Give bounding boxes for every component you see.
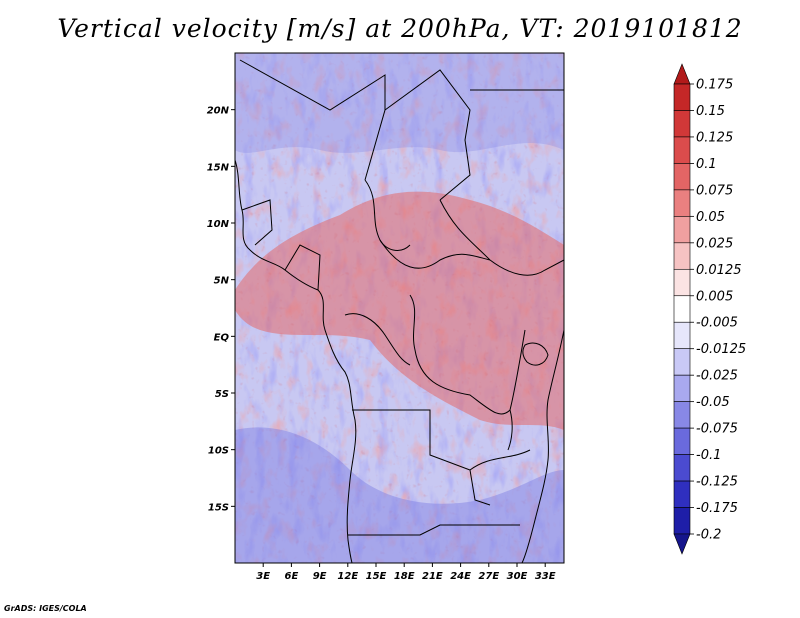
colorbar-segment — [673, 163, 691, 191]
map-title: Vertical velocity [m/s] at 200hPa, VT: 2… — [57, 14, 743, 43]
lon-tick-label: 27E — [478, 571, 499, 582]
colorbar-segment — [673, 427, 691, 455]
colorbar-label: 0.075 — [696, 183, 733, 198]
colorbar-label: 0.0125 — [696, 263, 742, 278]
colorbar-bottom-arrow — [673, 533, 691, 555]
colorbar-label: -0.05 — [696, 395, 730, 410]
colorbar-label: -0.2 — [696, 528, 721, 543]
colorbar-segment — [673, 110, 691, 138]
colorbar: 0.175 0.15 0.125 0.1 0.075 0.05 0.025 0.0125 0.0… — [673, 63, 746, 555]
colorbar-segment — [673, 507, 691, 535]
latitude-axis: 20N 15N 10N 5N EQ 5S 10S 15S — [207, 106, 235, 513]
lon-tick-label: 6E — [285, 571, 299, 582]
colorbar-segment — [673, 480, 691, 508]
colorbar-segment — [673, 374, 691, 402]
colorbar-segment — [673, 242, 691, 270]
sahara-border-2 — [384, 69, 471, 201]
zambia-border — [469, 449, 531, 471]
lake-victoria — [522, 342, 549, 366]
colorbar-top-arrow — [673, 63, 691, 85]
lon-tick-label: 24E — [450, 571, 471, 582]
colorbar-segment — [673, 348, 691, 376]
drc-border — [409, 294, 526, 415]
lat-tick-label: 5N — [214, 276, 230, 287]
colorbar-label: 0.15 — [696, 104, 725, 119]
coastlines — [235, 59, 564, 563]
colorbar-segment — [673, 268, 691, 297]
longitude-axis: 3E 6E 9E 12E 15E 18E 21E 24E 27E 30E 33E — [256, 563, 556, 582]
lat-tick-label: 10S — [208, 446, 229, 457]
colorbar-label: 0.125 — [696, 130, 733, 145]
colorbar-label: -0.125 — [696, 475, 738, 490]
west-borders — [241, 199, 321, 291]
map-frame — [234, 52, 565, 564]
colorbar-label: 0.175 — [696, 78, 733, 93]
east-africa-coast — [521, 329, 564, 563]
west-africa-coast — [235, 159, 357, 563]
lake-tanganyika — [507, 409, 513, 451]
colorbar-segment — [673, 401, 691, 429]
namibia-border — [348, 524, 520, 536]
colorbar-segment — [673, 83, 691, 111]
lon-tick-label: 21E — [422, 571, 443, 582]
lon-tick-label: 15E — [366, 571, 387, 582]
lon-tick-label: 30E — [507, 571, 528, 582]
colorbar-label: 0.1 — [696, 157, 717, 172]
lat-tick-label: EQ — [214, 332, 230, 343]
velocity-field — [235, 53, 564, 563]
lon-tick-label: 12E — [337, 571, 358, 582]
colorbar-label: 0.025 — [696, 236, 733, 251]
lon-tick-label: 18E — [394, 571, 415, 582]
colorbar-label: -0.1 — [696, 448, 721, 463]
sahara-border-1 — [239, 59, 386, 181]
lat-tick-label: 20N — [207, 106, 230, 117]
angola-border — [352, 409, 491, 506]
colorbar-label: -0.005 — [696, 316, 738, 331]
lon-tick-label: 33E — [535, 571, 556, 582]
colorbar-segment — [673, 189, 691, 217]
colorbar-label: -0.175 — [696, 501, 738, 516]
lon-tick-label: 9E — [313, 571, 327, 582]
car-border — [379, 239, 491, 269]
colorbar-label: -0.0125 — [696, 342, 746, 357]
congo-border — [344, 313, 411, 366]
colorbar-label: -0.075 — [696, 422, 738, 437]
colorbar-segment — [673, 295, 691, 323]
lat-tick-label: 15N — [207, 162, 230, 173]
lat-tick-label: 10N — [207, 219, 230, 230]
lat-tick-label: 15S — [208, 502, 229, 513]
grads-credit: GrADS: IGES/COLA — [4, 604, 87, 613]
colorbar-segment — [673, 136, 691, 164]
lon-tick-label: 3E — [256, 571, 270, 582]
colorbar-label: -0.025 — [696, 369, 738, 384]
colorbar-segment — [673, 216, 691, 244]
colorbar-segment — [673, 454, 691, 482]
colorbar-label: 0.05 — [696, 210, 725, 225]
colorbar-label: 0.005 — [696, 289, 733, 304]
chad-border — [364, 179, 411, 251]
colorbar-segment — [673, 321, 691, 350]
lat-tick-label: 5S — [215, 389, 229, 400]
